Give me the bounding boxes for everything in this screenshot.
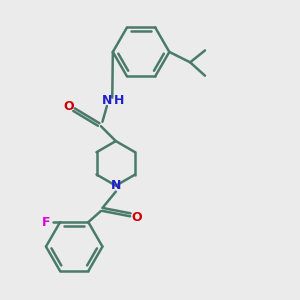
Text: O: O xyxy=(63,100,74,113)
Text: F: F xyxy=(42,216,50,229)
Text: N: N xyxy=(102,94,112,106)
Text: H: H xyxy=(114,94,124,107)
Text: N: N xyxy=(111,179,121,192)
Text: O: O xyxy=(131,211,142,224)
